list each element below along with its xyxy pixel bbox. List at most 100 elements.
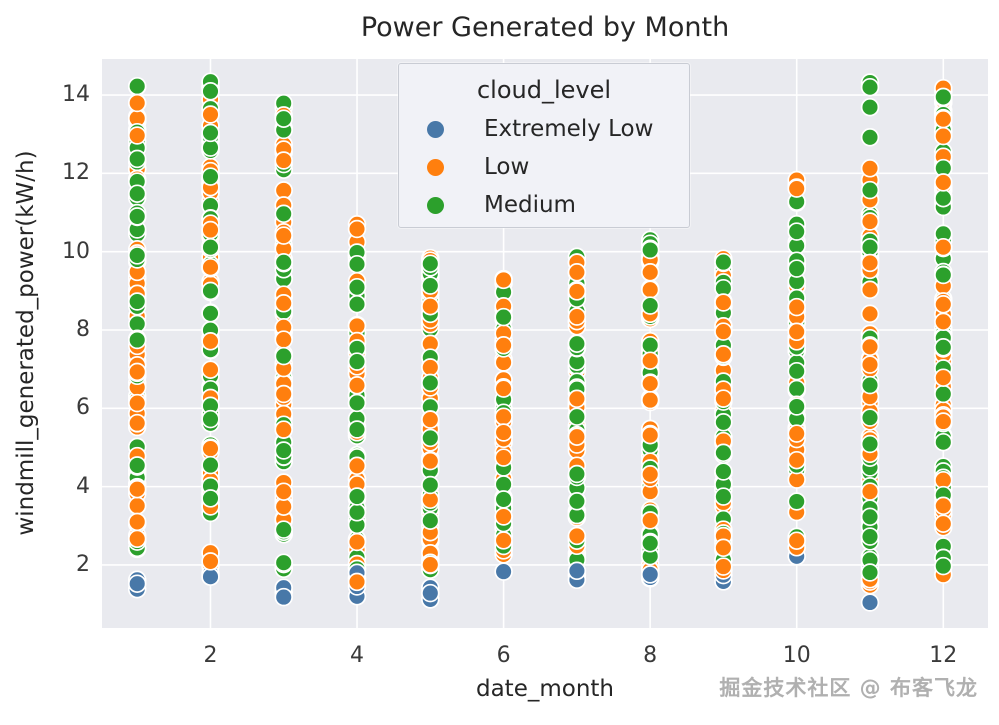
data-point [934, 514, 953, 533]
data-point [347, 294, 367, 314]
data-point [274, 441, 293, 460]
data-point [201, 304, 220, 323]
legend-title: cloud_level [476, 76, 612, 104]
y-tick-label: 4 [76, 473, 90, 499]
data-point [567, 427, 587, 446]
data-point [347, 420, 367, 439]
data-point [127, 456, 147, 475]
data-point [567, 492, 587, 511]
x-tick-label: 10 [782, 643, 811, 668]
data-point [421, 373, 440, 393]
data-point [494, 562, 513, 581]
data-point [201, 105, 220, 124]
data-point [421, 296, 440, 316]
data-point [787, 531, 806, 550]
data-point [274, 553, 293, 572]
data-point [494, 448, 513, 467]
y-tick-label: 10 [62, 238, 90, 264]
data-point [860, 159, 880, 178]
data-point [274, 109, 293, 128]
data-point [934, 412, 953, 431]
data-point [567, 307, 587, 326]
data-point [714, 538, 733, 558]
data-point [274, 253, 293, 272]
data-point [934, 496, 953, 516]
data-point [567, 263, 587, 282]
data-point [934, 109, 953, 129]
data-point [640, 280, 660, 299]
data-point [201, 123, 220, 143]
data-point [347, 376, 367, 395]
data-point [934, 173, 953, 192]
data-point [640, 351, 660, 370]
data-point [787, 379, 806, 399]
data-point [567, 389, 587, 409]
y-tick-label: 12 [62, 160, 90, 186]
data-point [860, 434, 880, 454]
data-point [347, 487, 367, 506]
data-point [787, 450, 806, 470]
x-axis-label: date_month [475, 676, 614, 702]
data-point [860, 128, 880, 147]
data-point [934, 295, 953, 314]
data-point [860, 593, 880, 612]
data-point [201, 489, 220, 508]
data-point [787, 322, 806, 342]
data-point [274, 384, 293, 404]
data-point [860, 280, 880, 300]
data-point [934, 432, 953, 452]
data-point [127, 574, 147, 593]
data-point [567, 561, 587, 581]
data-point [567, 464, 587, 484]
data-point [860, 563, 880, 582]
data-point [714, 322, 733, 341]
data-point [421, 555, 440, 574]
data-point [347, 456, 367, 476]
data-point [860, 97, 880, 117]
legend: cloud_level Extremely Low Low Medium [398, 63, 690, 228]
legend-entry: Medium [399, 186, 689, 224]
data-point [274, 151, 293, 170]
data-point [567, 526, 587, 546]
data-point [201, 552, 220, 571]
x-tick-label: 2 [203, 643, 218, 668]
data-point [421, 254, 440, 273]
data-point [201, 455, 220, 475]
data-point [127, 149, 147, 169]
data-point [127, 529, 147, 549]
data-point [127, 393, 147, 413]
data-point [201, 360, 220, 379]
data-point [201, 567, 220, 586]
data-point [567, 282, 587, 301]
data-point [274, 587, 293, 607]
data-point [934, 338, 953, 357]
watermark-text: 掘金技术社区 @ 布客飞龙 [719, 676, 978, 700]
data-point [934, 556, 953, 576]
data-point [860, 337, 880, 357]
legend-marker-icon [427, 196, 444, 214]
data-point [714, 413, 733, 432]
data-point [347, 572, 367, 592]
data-point [494, 490, 513, 509]
data-point [860, 375, 880, 395]
data-point [787, 297, 806, 317]
data-point [201, 281, 220, 301]
legend-marker-icon [427, 158, 444, 176]
data-point [494, 507, 513, 526]
data-point [494, 531, 513, 550]
legend-rows: Extremely Low Low Medium [399, 110, 689, 224]
data-point [347, 254, 367, 274]
y-tick-label: 8 [76, 316, 90, 342]
data-point [640, 335, 660, 355]
data-point [127, 362, 147, 382]
data-point [934, 126, 953, 146]
data-point [274, 330, 293, 349]
data-point [494, 423, 513, 442]
data-point [494, 270, 513, 290]
data-point [640, 465, 660, 484]
data-point [640, 240, 660, 260]
data-point [127, 126, 147, 145]
data-point [934, 312, 953, 332]
data-point [347, 393, 367, 413]
